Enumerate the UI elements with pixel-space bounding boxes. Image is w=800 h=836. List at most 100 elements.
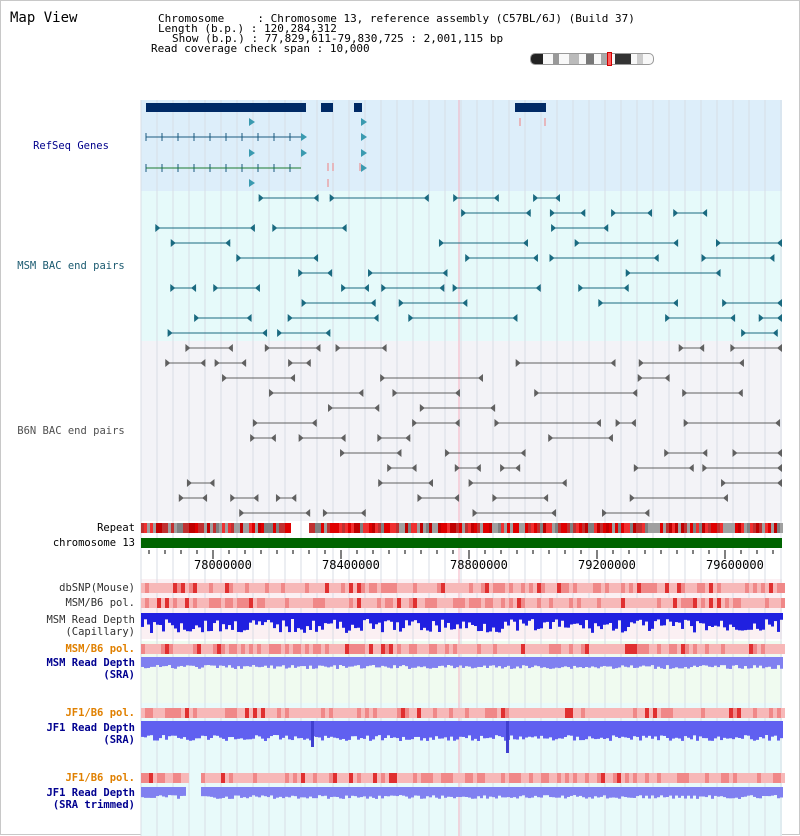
read-depth-bar <box>159 613 162 625</box>
polymorphism-cell <box>573 583 577 593</box>
ideogram-position-marker[interactable] <box>607 52 612 66</box>
read-depth-bar <box>513 613 516 622</box>
track-label-msm-b6-pol[interactable]: MSM/B6 pol. <box>65 597 135 609</box>
polymorphism-cell <box>365 598 369 608</box>
polymorphism-cell <box>501 773 505 783</box>
repeat-element <box>678 523 681 533</box>
read-depth-bar <box>153 787 156 798</box>
polymorphism-cell <box>717 773 721 783</box>
b6n-bac-pair-end <box>775 419 781 427</box>
read-depth-bar <box>570 787 573 796</box>
track-label-jf1-depth-trim[interactable]: JF1 Read Depth (SRA trimmed) <box>1 787 135 811</box>
read-depth-bar <box>594 721 597 740</box>
polymorphism-cell <box>669 583 673 593</box>
polymorphism-cell <box>249 598 253 608</box>
b6n-bac-pair-end <box>777 344 782 352</box>
read-depth-bar <box>546 657 549 669</box>
read-depth-bar <box>648 657 651 667</box>
repeat-element <box>402 523 405 533</box>
read-depth-bar <box>537 613 540 629</box>
track-label-msm-depth-capillary[interactable]: MSM Read Depth (Capillary) <box>1 614 135 638</box>
track-label-msm-b6-pol-sra[interactable]: MSM/B6 pol. <box>65 643 135 655</box>
repeat-element <box>675 523 678 533</box>
polymorphism-cell <box>457 773 461 783</box>
gene-arrow <box>361 133 367 141</box>
read-depth-bar <box>474 787 477 799</box>
read-depth-bar <box>654 787 657 799</box>
track-label-jf1-b6-pol[interactable]: JF1/B6 pol. <box>65 707 135 719</box>
read-depth-bar <box>570 657 573 669</box>
read-depth-bar <box>516 657 519 667</box>
track-label-jf1-depth[interactable]: JF1 Read Depth (SRA) <box>1 722 135 746</box>
repeat-element <box>672 523 675 533</box>
polymorphism-cell <box>505 583 509 593</box>
read-depth-bar <box>252 613 255 621</box>
ruler-tick-label: 78800000 <box>450 558 508 572</box>
track-label-msm-depth-sra[interactable]: MSM Read Depth (SRA) <box>1 657 135 681</box>
polymorphism-cell <box>265 708 269 718</box>
polymorphism-cell <box>301 644 305 654</box>
polymorphism-cell <box>181 708 185 718</box>
repeat-element <box>507 523 510 533</box>
polymorphism-cell <box>605 773 609 783</box>
track-label-jf1-b6-pol-trim[interactable]: JF1/B6 pol. <box>65 772 135 784</box>
read-depth-bar <box>246 787 249 799</box>
track-label-b6n-bac[interactable]: B6N BAC end pairs <box>17 425 125 437</box>
polymorphism-cell <box>213 644 217 654</box>
read-depth-bar <box>345 613 348 633</box>
read-depth-bar <box>615 721 618 737</box>
polymorphism-cell <box>157 773 161 783</box>
read-depth-bar <box>153 721 156 741</box>
read-depth-bar <box>303 613 306 633</box>
polymorphism-cell <box>289 583 293 593</box>
read-depth-bar <box>768 787 771 797</box>
repeat-element <box>345 523 348 533</box>
b6n-bac-pair-end <box>445 449 451 457</box>
msm-bac-pair-end <box>551 224 557 232</box>
read-depth-bar <box>534 721 537 737</box>
polymorphism-cell <box>645 598 649 608</box>
polymorphism-cell <box>173 583 177 593</box>
track-label-refseq[interactable]: RefSeq Genes <box>33 140 109 152</box>
read-depth-bar <box>426 657 429 669</box>
read-depth-bar <box>468 613 471 623</box>
msm-bac-pair-end <box>327 269 333 277</box>
polymorphism-cell <box>753 708 757 718</box>
track-label-dbsnp[interactable]: dbSNP(Mouse) <box>59 582 135 594</box>
track-label-chromosome[interactable]: chromosome 13 <box>52 537 135 549</box>
polymorphism-cell <box>673 773 677 783</box>
track-label-msm-bac[interactable]: MSM BAC end pairs <box>17 260 125 272</box>
repeat-element <box>435 523 438 533</box>
polymorphism-cell <box>485 644 489 654</box>
polymorphism-cell <box>769 583 773 593</box>
read-depth-bar <box>558 613 561 627</box>
b6n-bac-pair-end <box>494 419 500 427</box>
polymorphism-cell <box>445 583 449 593</box>
repeat-element <box>744 523 747 533</box>
read-depth-bar <box>480 787 483 799</box>
repeat-element <box>693 523 696 533</box>
read-depth-bar <box>765 613 768 620</box>
b6n-bac-pair-end <box>270 434 276 442</box>
polymorphism-cell <box>501 708 505 718</box>
read-depth-bar <box>330 721 333 737</box>
msm-bac-pair-end <box>313 194 319 202</box>
polymorphism-cell <box>225 644 229 654</box>
track-label-repeat[interactable]: Repeat <box>97 522 135 534</box>
polymorphism-cell <box>313 644 317 654</box>
polymorphism-cell <box>757 708 761 718</box>
read-depth-bar <box>726 787 729 799</box>
read-depth-bar <box>519 657 522 669</box>
read-depth-bar <box>684 721 687 737</box>
read-depth-bar <box>300 721 303 739</box>
read-depth-bar <box>747 657 750 669</box>
polymorphism-cell <box>717 583 721 593</box>
read-depth-bar <box>708 721 711 741</box>
read-depth-bar <box>498 657 501 667</box>
read-depth-bar <box>264 613 267 623</box>
chromosome-ideogram[interactable] <box>530 53 654 65</box>
read-depth-bar <box>204 613 207 621</box>
polymorphism-cell <box>437 708 441 718</box>
polymorphism-cell <box>217 598 221 608</box>
msm-bac-pair-end <box>715 269 721 277</box>
